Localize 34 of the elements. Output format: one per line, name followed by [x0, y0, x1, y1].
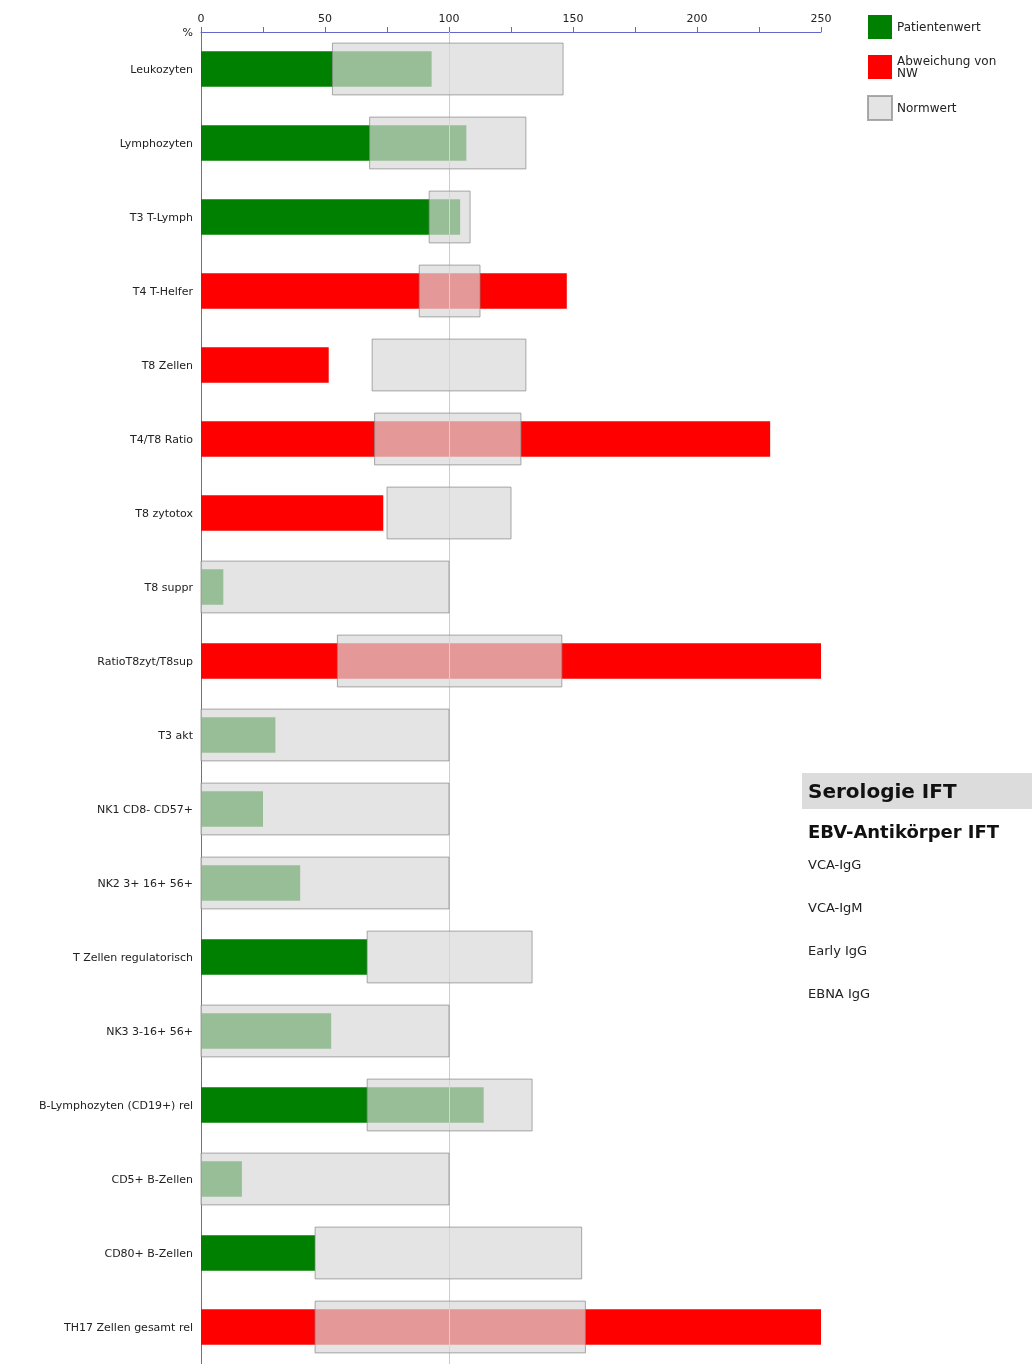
legend-label: Normwert: [897, 101, 957, 115]
y-tick-label: T Zellen regulatorisch: [71, 950, 194, 964]
legend-label: Abweichung von NW: [897, 54, 1001, 80]
x-tick-label: 200: [686, 12, 708, 25]
y-tick-label: RatioT8zyt/T8sup: [97, 654, 194, 668]
y-tick-label: NK3 3-16+ 56+: [106, 1024, 193, 1038]
annotation: EBNA IgG: [808, 985, 872, 1003]
text: Serologie IFT: [802, 773, 1032, 809]
y-tick-label: TH17 Zellen gesamt rel: [63, 1320, 193, 1334]
y-tick-label: T8 zytotox: [134, 506, 194, 520]
legend-label: Patientenwert: [897, 20, 981, 34]
y-tick-label: T4 T-Helfer: [131, 284, 194, 298]
y-tick-label: T8 suppr: [143, 580, 194, 594]
y-tick-label: NK2 3+ 16+ 56+: [97, 876, 193, 890]
x-axis-title: %: [182, 25, 193, 39]
x-tick-label: 150: [562, 12, 584, 25]
x-tick-label: 250: [810, 12, 832, 25]
y-tick-label: CD80+ B-Zellen: [104, 1246, 194, 1260]
annotation: VCA-IgG: [808, 856, 863, 874]
annotation: VCA-IgM: [808, 899, 864, 917]
y-tick-label: T3 akt: [157, 728, 194, 742]
y-tick-label: CD5+ B-Zellen: [111, 1172, 194, 1186]
y-tick-label: T3 T-Lymph: [128, 210, 194, 224]
y-tick-label: Leukozyten: [130, 62, 194, 76]
annotation: Early IgG: [808, 942, 869, 960]
x-tick-label: 100: [438, 12, 460, 25]
x-tick-label: 50: [318, 12, 332, 25]
text: EBV-Antikörper IFT: [808, 821, 1001, 842]
y-tick-label: T4/T8 Ratio: [129, 432, 194, 446]
y-tick-label: Lymphozyten: [119, 136, 194, 150]
x-tick-label: 0: [197, 12, 205, 25]
y-tick-label: T8 Zellen: [140, 358, 194, 372]
y-tick-label: NK1 CD8- CD57+: [97, 802, 193, 816]
y-tick-label: B-Lymphozyten (CD19+) rel: [39, 1098, 193, 1112]
